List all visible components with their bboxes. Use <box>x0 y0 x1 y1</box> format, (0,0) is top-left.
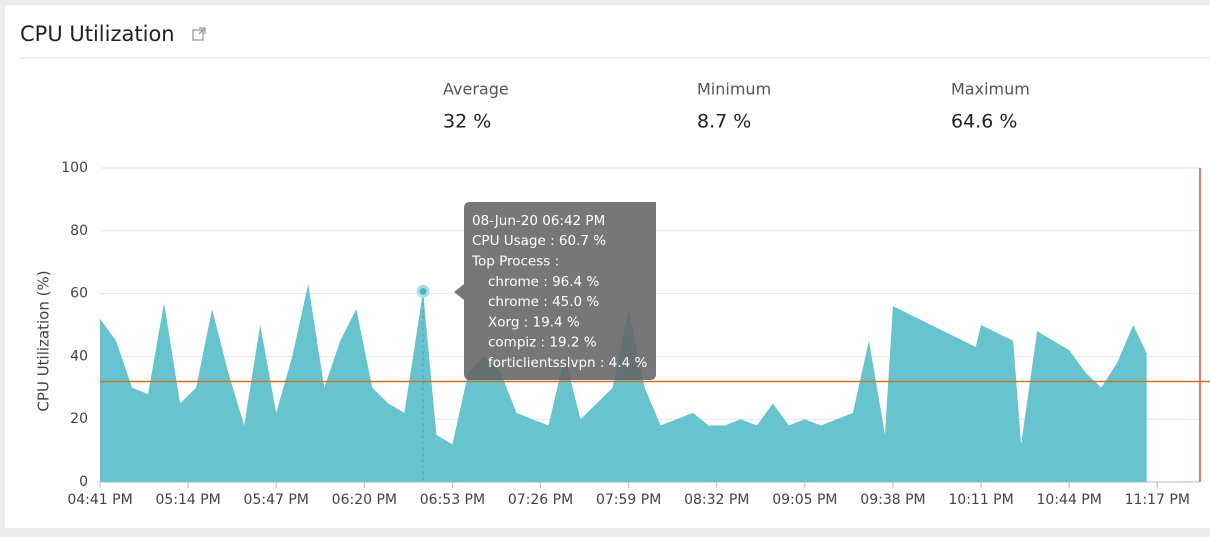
x-tick-label: 08:32 PM <box>684 492 749 508</box>
stat-value: 64.6 % <box>951 111 1017 133</box>
x-tick-label: 10:44 PM <box>1037 492 1102 508</box>
x-tick-label: 04:41 PM <box>67 492 132 508</box>
tooltip-process: compiz : 19.2 % <box>488 335 597 351</box>
y-tick-label: 80 <box>70 223 88 239</box>
x-tick-label: 06:53 PM <box>420 492 485 508</box>
y-axis-label: CPU Utilization (%) <box>35 270 53 411</box>
tooltip <box>454 202 656 380</box>
y-tick-label: 100 <box>61 160 88 176</box>
x-tick-label: 05:14 PM <box>155 492 220 508</box>
x-tick-label: 09:38 PM <box>860 492 925 508</box>
tooltip-process: chrome : 45.0 % <box>488 294 599 310</box>
stat-label: Minimum <box>697 80 771 99</box>
stat-label: Average <box>443 80 509 99</box>
external-link-icon[interactable] <box>192 27 206 41</box>
y-tick-label: 0 <box>79 474 88 490</box>
tooltip-line: Top Process : <box>471 253 559 269</box>
y-tick-label: 20 <box>70 411 88 427</box>
x-tick-label: 05:47 PM <box>244 492 309 508</box>
tooltip-process: forticlientsslvpn : 4.4 % <box>488 355 648 371</box>
x-tick-label: 07:26 PM <box>508 492 573 508</box>
tooltip-process: Xorg : 19.4 % <box>488 314 580 330</box>
tooltip-line: 08-Jun-20 06:42 PM <box>472 213 605 229</box>
tooltip-line: CPU Usage : 60.7 % <box>472 233 606 249</box>
stat-value: 32 % <box>443 111 491 133</box>
y-tick-label: 40 <box>70 348 88 364</box>
x-tick-label: 09:05 PM <box>772 492 837 508</box>
panel-title: CPU Utilization <box>20 22 175 46</box>
x-tick-label: 11:17 PM <box>1125 492 1190 508</box>
y-tick-label: 60 <box>70 286 88 302</box>
x-tick-label: 10:11 PM <box>948 492 1013 508</box>
x-tick-label: 06:20 PM <box>332 492 397 508</box>
x-tick-label: 07:59 PM <box>596 492 661 508</box>
tooltip-process: chrome : 96.4 % <box>488 274 599 290</box>
stat-label: Maximum <box>951 80 1030 99</box>
hover-point <box>416 284 430 298</box>
area <box>100 284 1147 482</box>
stat-value: 8.7 % <box>697 111 751 133</box>
